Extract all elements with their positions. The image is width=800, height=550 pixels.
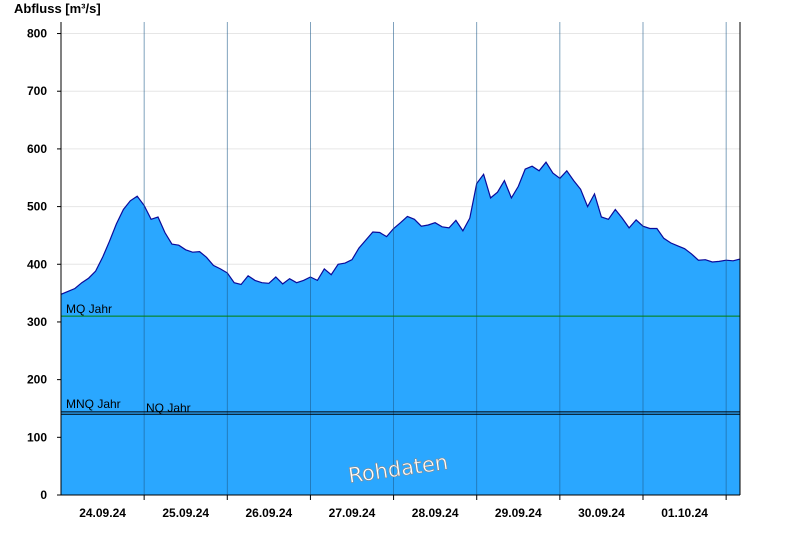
reference-lines: MQ Jahr MNQ Jahr NQ Jahr <box>61 302 740 415</box>
x-tick-label-25.09.24: 25.09.24 <box>162 506 209 520</box>
x-tick-label-28.09.24: 28.09.24 <box>412 506 459 520</box>
discharge-area <box>60 161 741 495</box>
ref-label-mq-jahr: MQ Jahr <box>66 302 112 316</box>
ref-label-nq-jahr: NQ Jahr <box>146 401 191 415</box>
x-tick-label-30.09.24: 30.09.24 <box>578 506 625 520</box>
day-separator-lines <box>143 22 727 495</box>
x-tick-label-24.09.24: 24.09.24 <box>79 506 126 520</box>
axes <box>60 22 741 496</box>
x-tick-label-01.10.24: 01.10.24 <box>661 506 708 520</box>
y-axis-label: Abfluss [m³/s] <box>14 1 101 16</box>
y-tick-label-600: 600 <box>27 142 47 156</box>
y-tick-labels: 0 100 200 300 400 500 600 700 800 <box>27 27 61 502</box>
y-tick-label-200: 200 <box>27 373 47 387</box>
ref-label-mnq-jahr: MNQ Jahr <box>66 397 121 411</box>
x-tick-labels: 24.09.24 25.09.24 26.09.24 27.09.24 28.09.24… <box>79 495 727 520</box>
y-tick-label-500: 500 <box>27 200 47 214</box>
y-tick-label-300: 300 <box>27 315 47 329</box>
y-tick-label-400: 400 <box>27 257 47 271</box>
y-tick-label-700: 700 <box>27 84 47 98</box>
y-tick-label-100: 100 <box>27 430 47 444</box>
x-tick-label-29.09.24: 29.09.24 <box>495 506 542 520</box>
y-tick-label-800: 800 <box>27 27 47 41</box>
discharge-line <box>60 161 741 295</box>
x-tick-label-27.09.24: 27.09.24 <box>329 506 376 520</box>
y-tick-label-0: 0 <box>40 488 47 502</box>
x-tick-label-26.09.24: 26.09.24 <box>245 506 292 520</box>
discharge-area-fill <box>61 162 740 495</box>
